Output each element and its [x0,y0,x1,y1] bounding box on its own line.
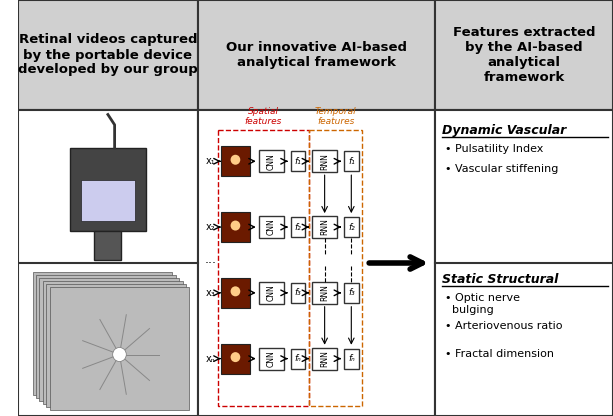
Bar [259,282,284,304]
Text: RNN: RNN [320,350,329,367]
Bar [309,130,362,406]
Bar [81,180,135,221]
Text: Retinal videos captured
by the portable device
developed by our group: Retinal videos captured by the portable … [18,34,198,77]
Bar [221,278,250,308]
Bar [36,275,176,398]
Text: Dynamic Vascular: Dynamic Vascular [442,124,566,137]
Text: f₂: f₂ [295,223,302,232]
Circle shape [230,155,240,165]
Text: Features extracted
by the AI-based
analytical
framework: Features extracted by the AI-based analy… [452,26,595,84]
Bar [18,0,197,110]
Bar [435,110,612,416]
Bar [344,283,359,303]
Circle shape [230,286,240,296]
Bar [221,344,250,374]
Text: • Arteriovenous ratio: • Arteriovenous ratio [445,321,562,331]
Text: x₁: x₁ [205,156,215,166]
Text: CNN: CNN [267,219,276,235]
Bar [291,217,305,237]
Text: • Pulsatility Index: • Pulsatility Index [445,144,543,154]
Text: RNN: RNN [320,218,329,235]
Text: CNN: CNN [267,350,276,367]
Text: RNN: RNN [320,285,329,301]
Text: fₙ: fₙ [295,354,302,363]
Circle shape [113,347,126,362]
Text: CNN: CNN [267,153,276,170]
Bar [70,148,145,231]
Bar [344,349,359,369]
Bar [344,217,359,237]
Bar [197,110,435,416]
Bar [39,278,179,401]
Text: fₙ: fₙ [348,354,355,363]
Bar [312,348,337,370]
Text: f₃: f₃ [295,288,302,297]
Bar [291,283,305,303]
Text: • Vascular stiffening: • Vascular stiffening [445,164,558,174]
Text: • Fractal dimension: • Fractal dimension [445,349,554,359]
Text: x₃: x₃ [205,288,215,298]
Text: RNN: RNN [320,153,329,170]
Text: Temporal
features: Temporal features [315,106,357,126]
Bar [312,216,337,238]
Bar [259,348,284,370]
Text: Spatial
features: Spatial features [245,106,282,126]
Text: CNN: CNN [267,285,276,301]
Bar [18,110,197,416]
Bar [43,281,183,404]
Circle shape [230,352,240,362]
Bar [50,287,189,410]
Bar [94,231,121,260]
Circle shape [230,220,240,230]
Bar [221,212,250,242]
Bar [291,151,305,171]
Bar [435,0,612,110]
Text: • Optic nerve
  bulging: • Optic nerve bulging [445,293,520,314]
Text: f₂: f₂ [348,223,355,232]
Bar [32,272,172,395]
Bar [197,0,435,110]
Text: x₂: x₂ [205,222,215,232]
Text: Static Structural: Static Structural [442,273,558,286]
Bar [312,150,337,172]
Bar [221,146,250,176]
Bar [259,216,284,238]
Text: ...: ... [204,253,216,266]
Bar [46,284,186,406]
Bar [291,349,305,369]
Bar [344,151,359,171]
Text: f₁: f₁ [348,157,355,166]
Text: Our innovative AI-based
analytical framework: Our innovative AI-based analytical frame… [226,41,407,69]
Text: xₙ: xₙ [205,354,215,364]
Bar [312,282,337,304]
Bar [259,150,284,172]
Text: f₁: f₁ [295,157,302,166]
Text: f₃: f₃ [348,288,355,297]
Bar [218,130,309,406]
